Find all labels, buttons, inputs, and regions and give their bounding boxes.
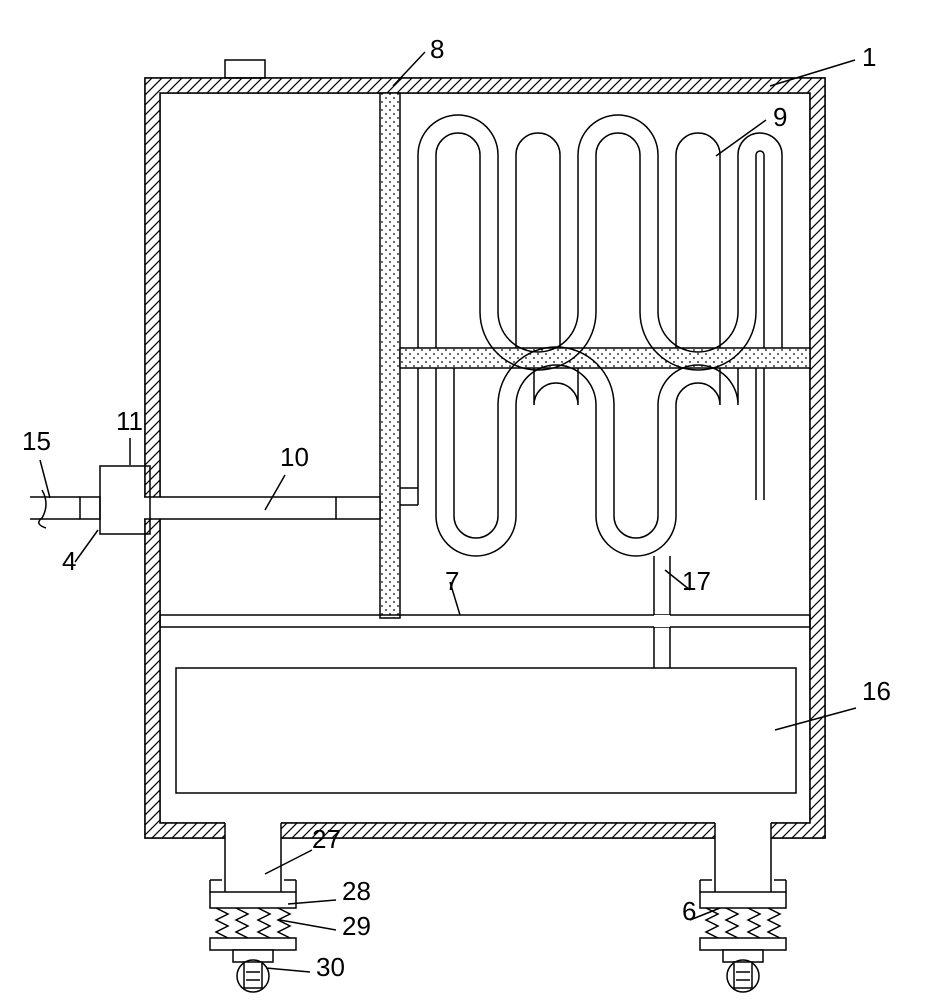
pump-box <box>100 466 150 534</box>
label-l27: 27 <box>312 824 341 854</box>
shelf-dotted <box>400 348 810 368</box>
leader-l15 <box>40 460 50 498</box>
label-l10: 10 <box>280 442 309 472</box>
label-l8: 8 <box>430 34 444 64</box>
label-l11: 11 <box>116 406 143 436</box>
coil-upper <box>418 115 782 370</box>
label-l29: 29 <box>342 911 371 941</box>
label-l1: 1 <box>862 42 876 72</box>
leader-l30 <box>266 968 310 972</box>
label-l15: 15 <box>22 426 51 456</box>
coil-lower <box>400 347 764 556</box>
partition-vertical <box>380 93 400 618</box>
outer-housing <box>145 78 825 838</box>
tank-16 <box>176 668 796 793</box>
plate-7 <box>160 615 810 627</box>
label-l6: 6 <box>682 896 696 926</box>
label-l17: 17 <box>682 566 711 596</box>
pipe-4 <box>80 497 100 519</box>
label-l30: 30 <box>316 952 345 982</box>
label-l7: 7 <box>445 566 459 596</box>
leg-left <box>210 822 296 992</box>
label-l9: 9 <box>773 102 787 132</box>
inlet-pipe <box>144 497 380 519</box>
pipe-15 <box>30 490 80 528</box>
label-l16: 16 <box>862 676 891 706</box>
top-port <box>225 60 265 78</box>
leg-right <box>700 822 786 992</box>
leader-l4 <box>75 530 98 562</box>
leader-l27 <box>265 850 312 874</box>
label-l4: 4 <box>62 546 76 576</box>
label-l28: 28 <box>342 876 371 906</box>
